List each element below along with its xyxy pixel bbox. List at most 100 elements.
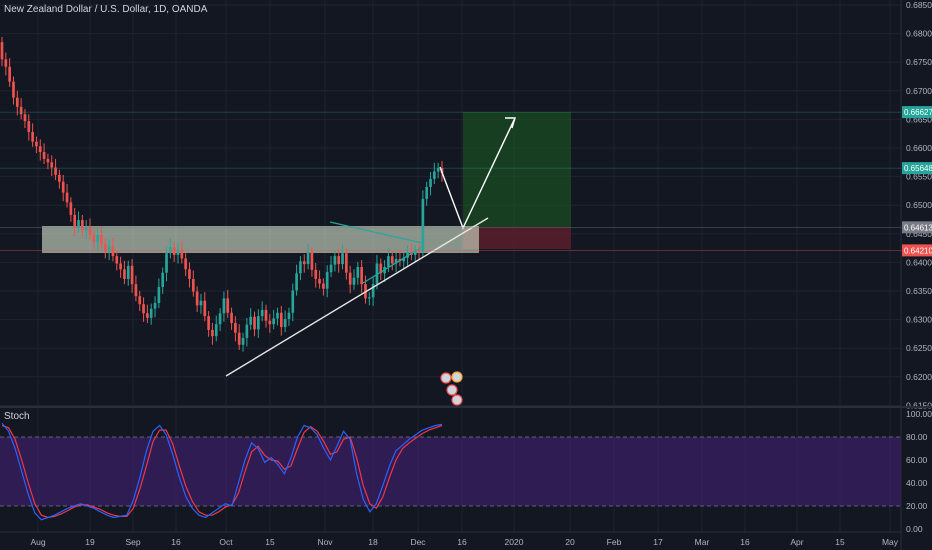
event-markers[interactable]	[440, 371, 463, 406]
candle-body	[165, 253, 168, 273]
candle-body	[27, 121, 31, 132]
x-tick-label: 16	[171, 537, 181, 547]
candle-body	[211, 329, 214, 337]
candle-body	[234, 323, 237, 333]
candle-body	[325, 272, 329, 289]
candle-body	[345, 253, 348, 273]
candle-body	[35, 141, 38, 147]
candle-body	[318, 278, 321, 284]
candle-body	[100, 234, 103, 245]
x-tick-label: Mar	[695, 537, 710, 547]
stoch-k-line	[1, 422, 443, 521]
candle-body	[149, 308, 153, 318]
candle-body	[241, 337, 245, 345]
candle-body	[146, 313, 149, 318]
pennant-lower-line[interactable]	[362, 246, 423, 284]
candle-body	[153, 303, 157, 309]
price-label: 0.64210	[904, 246, 932, 255]
candle-body	[15, 97, 19, 107]
candle-body	[299, 261, 302, 274]
candle-body	[8, 66, 11, 82]
candle-body	[54, 167, 57, 175]
candle-body	[103, 244, 107, 252]
stoch-title[interactable]: Stoch	[4, 411, 30, 422]
candle-body	[333, 256, 337, 265]
candle-body	[107, 246, 111, 252]
candle-body	[237, 332, 241, 345]
stoch-tick-label: 80.00	[906, 432, 928, 442]
candle-body	[84, 226, 88, 231]
price-label-box	[902, 162, 932, 175]
pennant-upper-line[interactable]	[329, 221, 423, 244]
candle-body	[195, 291, 199, 306]
projection-arrowhead	[505, 117, 516, 129]
x-tick-label: 2020	[505, 537, 524, 547]
candle-body	[207, 316, 210, 330]
candle-body	[257, 316, 260, 330]
candle-body	[268, 320, 272, 325]
time-axis[interactable]: Aug 19 Sep 16 Oct 15 Nov 18 Dec 16 2020 20 Feb 17 Mar 1…	[30, 537, 898, 547]
x-tick-label: 15	[835, 537, 845, 547]
candle-body	[329, 264, 333, 273]
stop-loss-zone	[463, 227, 571, 249]
stoch-tick-label: 20.00	[906, 501, 928, 511]
symbol-title[interactable]: New Zealand Dollar / U.S. Dollar, 1D, OA…	[4, 4, 208, 15]
candle-body	[130, 265, 134, 285]
candle-body	[371, 284, 375, 298]
candle-body	[310, 252, 314, 270]
price-label: 0.65648	[904, 164, 932, 173]
candle-body	[417, 250, 421, 252]
candle-body	[138, 296, 142, 305]
candle-body	[157, 286, 161, 304]
candle-body	[352, 277, 356, 285]
candle-body	[260, 309, 264, 317]
candle-body	[188, 269, 191, 279]
candle-body	[360, 266, 363, 285]
flag-icon	[451, 371, 463, 383]
candle-body	[42, 152, 46, 159]
price-label: 0.66627	[904, 108, 932, 117]
x-tick-label: Sep	[125, 537, 140, 547]
price-label-box	[902, 106, 932, 119]
candle-body	[38, 146, 42, 153]
candle-body	[402, 257, 406, 262]
candle-body	[425, 186, 429, 199]
price-labels: 0.66627 0.65648 0.64613 0.64210	[0, 106, 932, 257]
x-tick-label: 19	[85, 537, 95, 547]
candle-body	[50, 162, 54, 168]
x-tick-label: 20	[565, 537, 575, 547]
candle-body	[387, 256, 390, 267]
candle-body	[31, 131, 34, 142]
x-tick-label: 16	[740, 537, 750, 547]
candle-body	[214, 324, 218, 337]
candle-body	[302, 261, 306, 265]
x-tick-label: May	[882, 537, 899, 547]
candle-body	[272, 318, 275, 325]
candle-body	[92, 234, 96, 242]
candle-body	[337, 256, 341, 265]
stoch-tick-label: 60.00	[906, 455, 928, 465]
candle-body	[348, 272, 352, 285]
price-label-box	[902, 221, 932, 234]
candle-body	[322, 283, 325, 289]
candle-body	[191, 278, 195, 292]
candle-body	[218, 313, 222, 325]
candlestick-series	[0, 37, 444, 352]
candle-body	[341, 253, 344, 265]
trend-line[interactable]	[225, 217, 489, 377]
projection-path[interactable]	[439, 117, 516, 230]
candle-body	[58, 174, 61, 182]
candle-body	[283, 319, 287, 328]
